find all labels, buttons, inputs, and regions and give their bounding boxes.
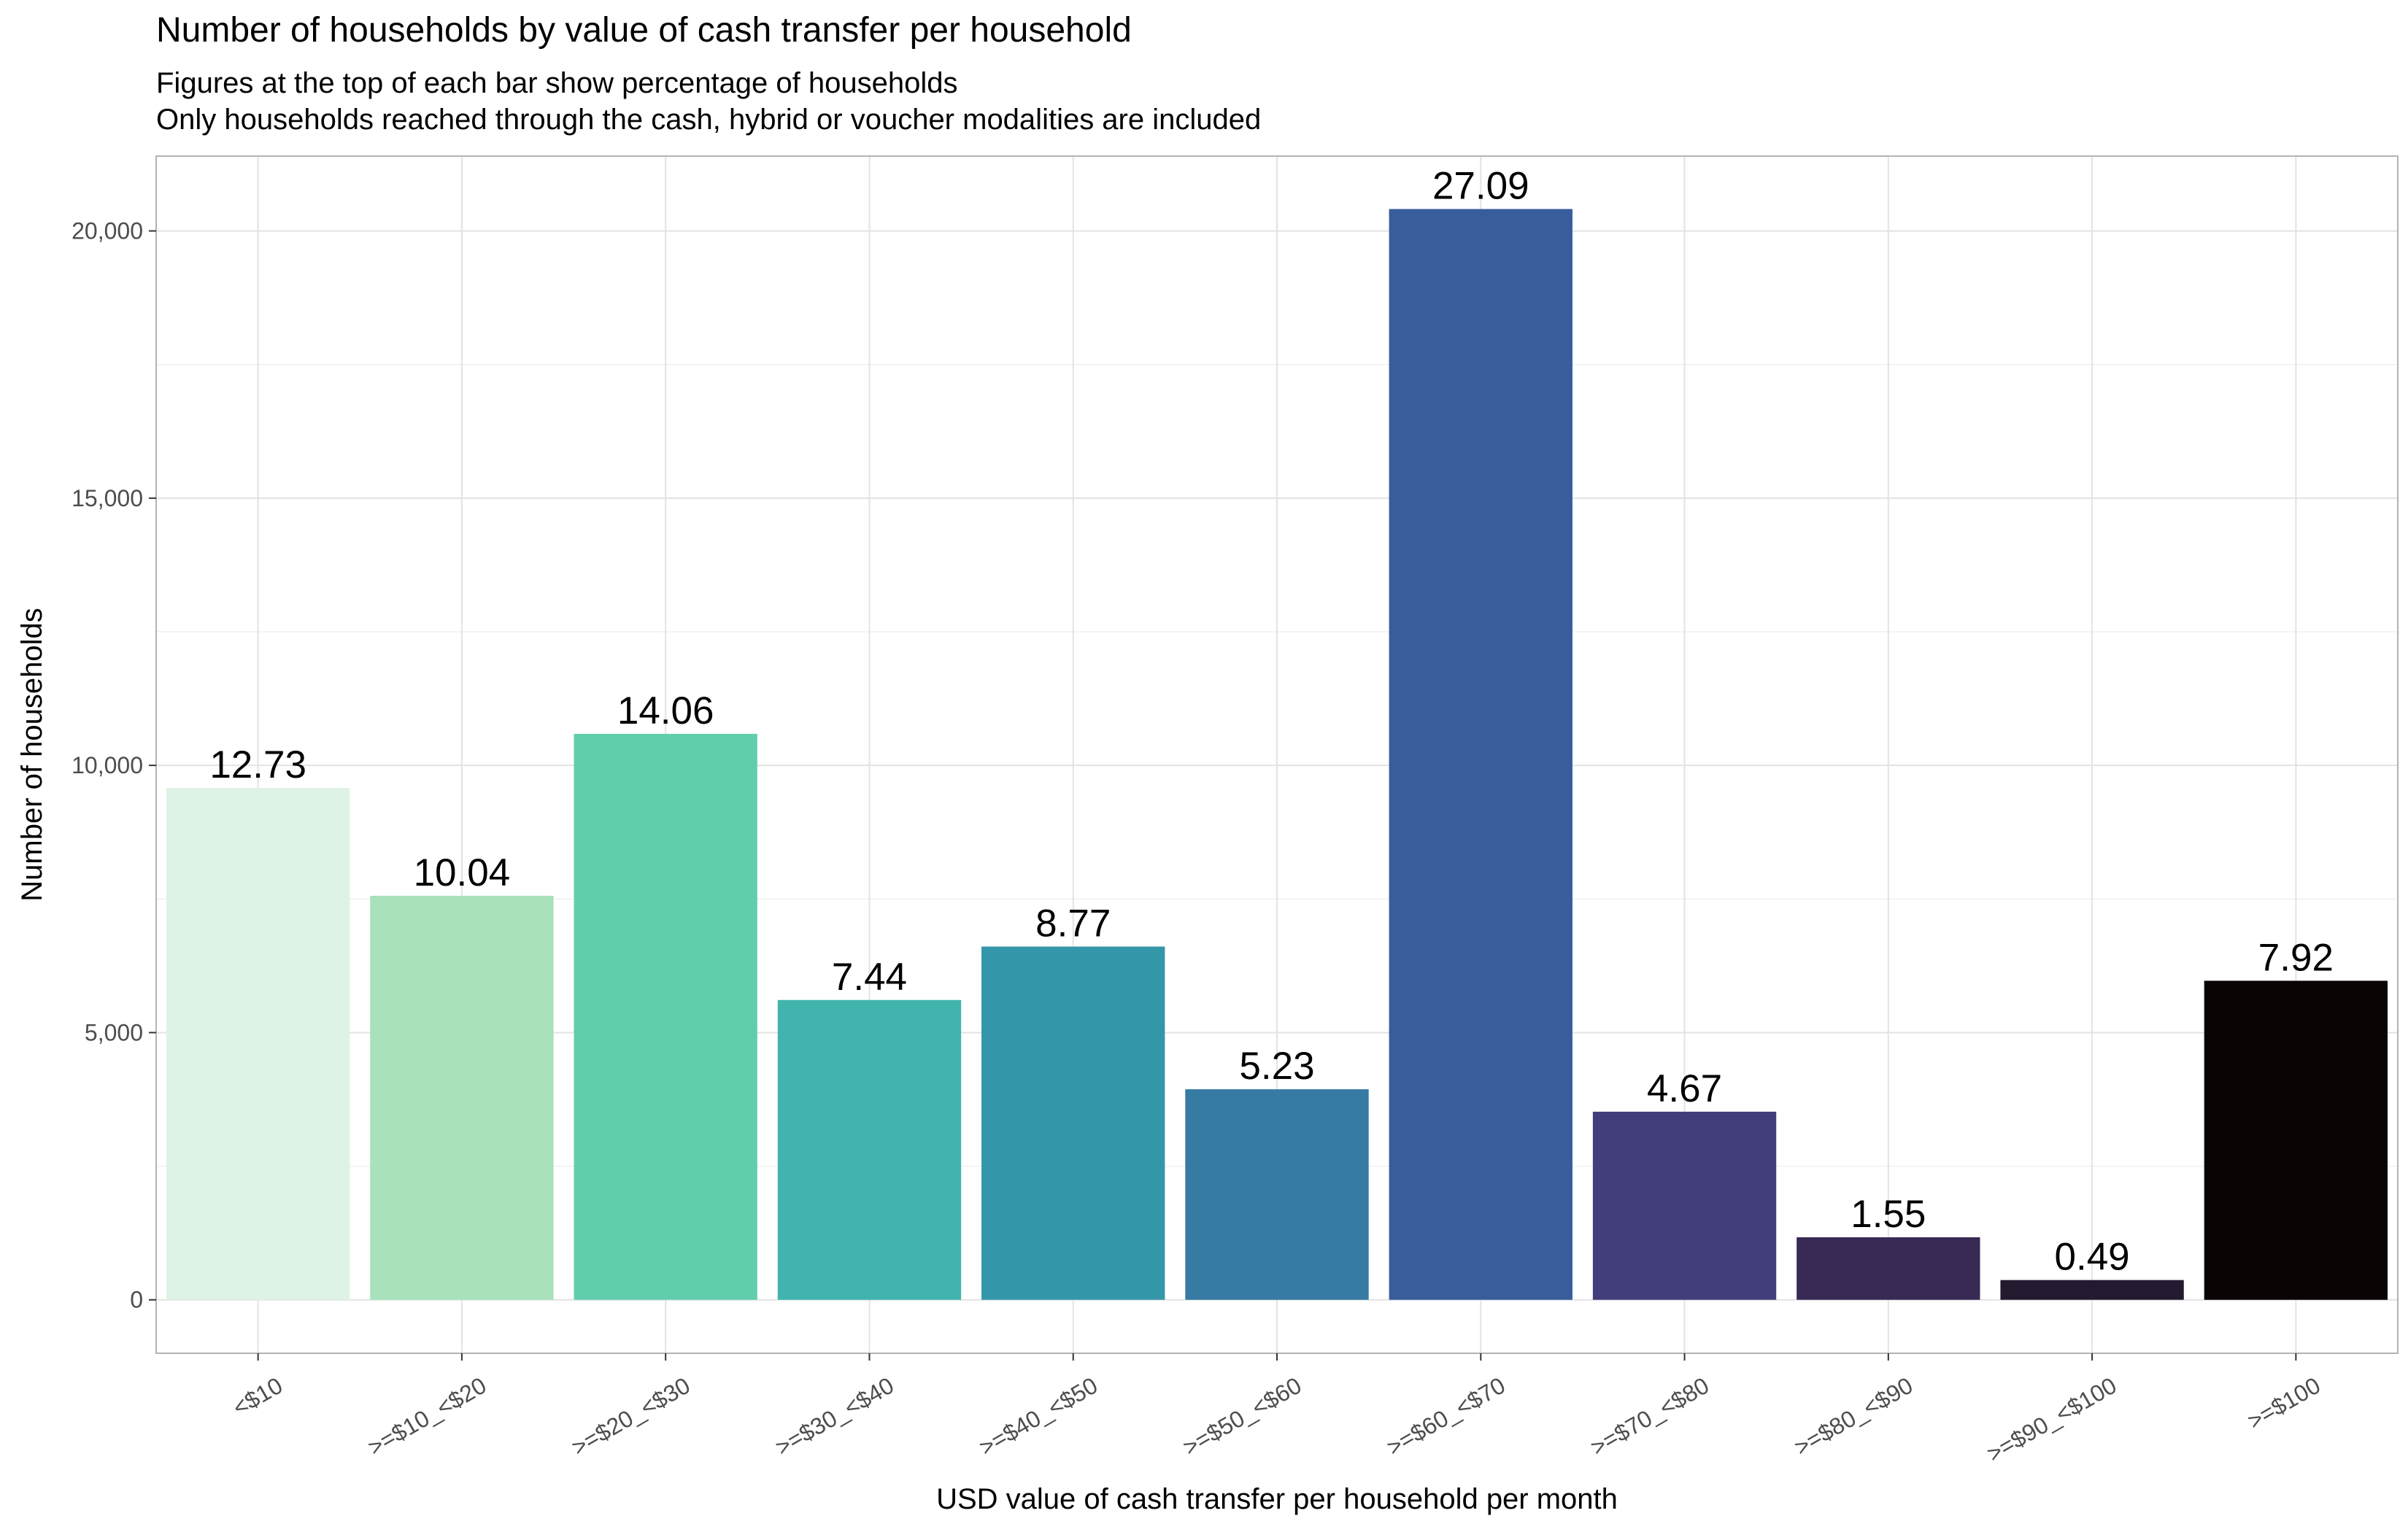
bar	[1389, 209, 1572, 1300]
bar-percent-label: 5.23	[1239, 1045, 1314, 1088]
y-tick-label: 0	[130, 1287, 143, 1313]
x-tick-label: >=$100	[2243, 1372, 2325, 1434]
bar-percent-label: 4.67	[1647, 1067, 1722, 1110]
bar-percent-label: 14.06	[617, 689, 714, 732]
y-axis-ticks: 0 5,000 10,000 15,000 20,000	[72, 218, 156, 1313]
y-tick-label: 10,000	[72, 752, 143, 778]
bar-percent-label: 7.44	[832, 956, 907, 999]
x-tick-label: <$10	[228, 1372, 287, 1421]
chart-subtitle-line-2: Only households reached through the cash…	[156, 104, 1262, 136]
bar	[981, 946, 1165, 1300]
bar-percent-label: 1.55	[1851, 1193, 1926, 1236]
y-tick-label: 5,000	[85, 1019, 143, 1045]
bar	[1797, 1237, 1980, 1300]
x-axis-title: USD value of cash transfer per household…	[936, 1483, 1618, 1515]
bar	[574, 733, 757, 1300]
bar	[777, 999, 962, 1300]
chart-subtitle-line-1: Figures at the top of each bar show perc…	[156, 67, 958, 99]
y-axis-title: Number of households	[16, 608, 48, 901]
chart-title: Number of households by value of cash tr…	[156, 11, 1132, 50]
x-tick-label: >=$40_<$50	[975, 1372, 1102, 1461]
x-axis-ticks: <$10 >=$10_<$20 >=$20_<$30 >=$30_<$40 >=$40_…	[228, 1353, 2325, 1467]
x-tick-label: >=$70_<$80	[1586, 1372, 1713, 1461]
bar	[1592, 1111, 1777, 1300]
bar	[166, 787, 350, 1300]
bar-percent-label: 8.77	[1035, 902, 1111, 945]
x-tick-label: >=$90_<$100	[1983, 1372, 2121, 1467]
bars	[166, 209, 2388, 1300]
x-tick-label: >=$20_<$30	[567, 1372, 694, 1461]
x-tick-label: >=$10_<$20	[363, 1372, 490, 1461]
x-tick-label: >=$60_<$70	[1382, 1372, 1509, 1461]
bar	[1185, 1089, 1369, 1300]
x-tick-label: >=$50_<$60	[1178, 1372, 1305, 1461]
x-tick-label: >=$80_<$90	[1790, 1372, 1917, 1461]
bar-percent-label: 27.09	[1432, 165, 1529, 208]
bar	[370, 895, 554, 1300]
bar-percent-label: 12.73	[209, 743, 306, 786]
bar-percent-label: 0.49	[2055, 1236, 2130, 1279]
bar-percent-labels: 12.73 10.04 14.06 7.44 8.77 5.23 27.09 4.67 1.55…	[209, 165, 2334, 1279]
bar	[2000, 1280, 2184, 1300]
y-tick-label: 20,000	[72, 218, 143, 244]
bar-percent-label: 10.04	[414, 851, 511, 894]
x-tick-label: >=$30_<$40	[771, 1372, 898, 1461]
y-tick-label: 15,000	[72, 485, 143, 511]
bar-percent-label: 7.92	[2258, 936, 2334, 979]
bar	[2204, 980, 2388, 1300]
